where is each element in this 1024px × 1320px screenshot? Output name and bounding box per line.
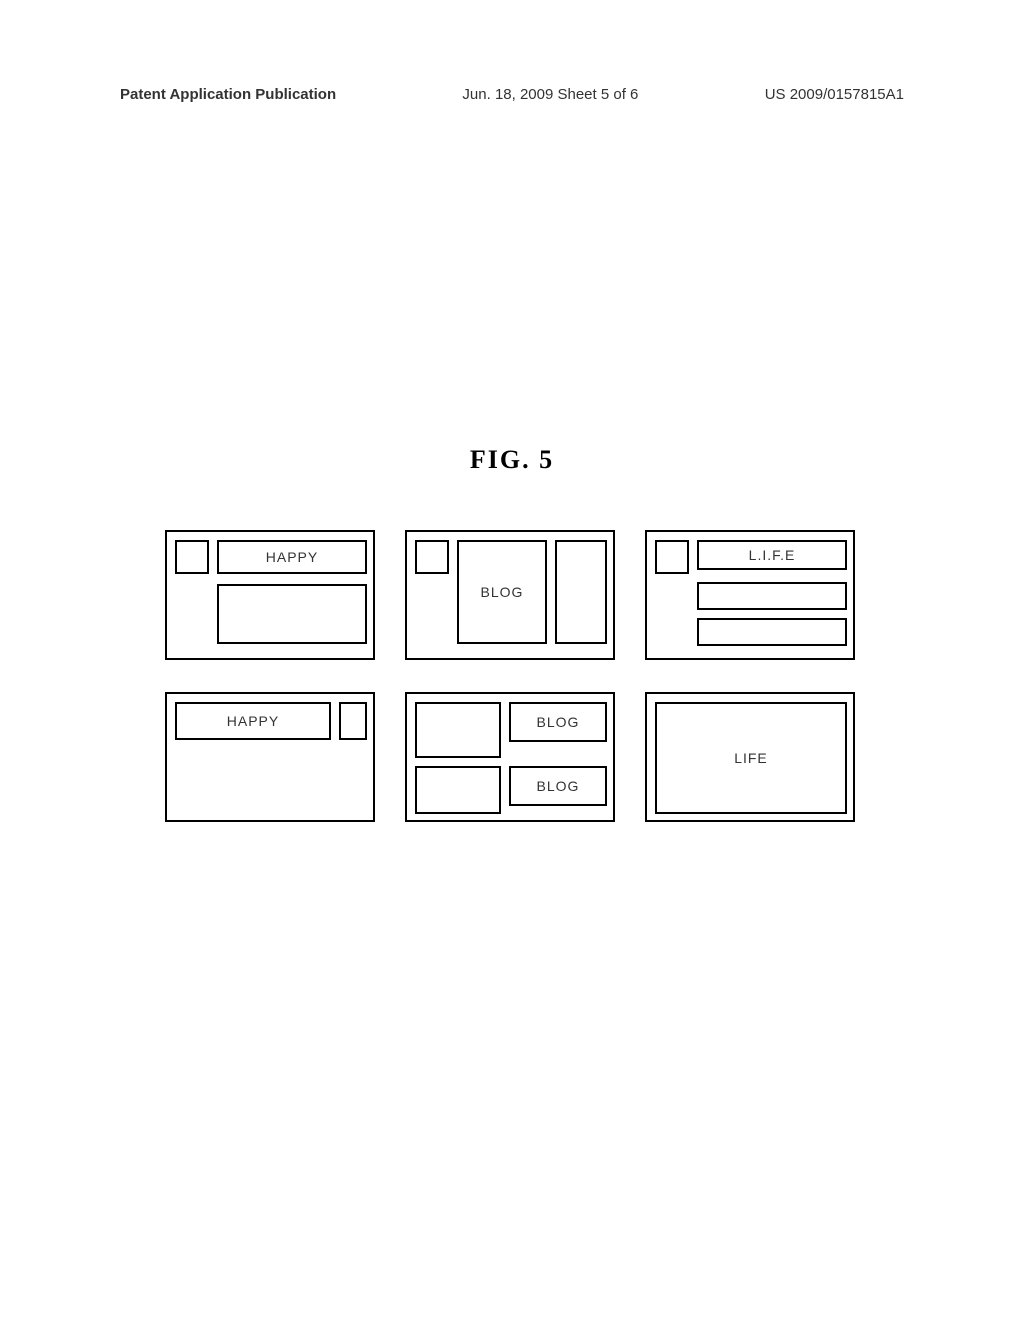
- panel-5-left-top: [415, 702, 501, 758]
- panel-1-small-box: [175, 540, 209, 574]
- panel-6-label-box: LIFE: [655, 702, 847, 814]
- row-2: HAPPY BLOG BLOG LIFE: [165, 692, 855, 822]
- panel-4-small-box: [339, 702, 367, 740]
- panel-2: BLOG: [405, 530, 615, 660]
- panel-5-label-1: BLOG: [509, 702, 607, 742]
- panel-1-content-box: [217, 584, 367, 644]
- header-right: US 2009/0157815A1: [765, 86, 904, 103]
- panel-5: BLOG BLOG: [405, 692, 615, 822]
- panel-2-label-box: BLOG: [457, 540, 547, 644]
- panel-2-side-box: [555, 540, 607, 644]
- panel-5-left-bottom: [415, 766, 501, 814]
- panel-4-label-box: HAPPY: [175, 702, 331, 740]
- panel-5-label-2: BLOG: [509, 766, 607, 806]
- panel-1: HAPPY: [165, 530, 375, 660]
- figure-title: FIG. 5: [0, 445, 1024, 475]
- page-header: Patent Application Publication Jun. 18, …: [120, 86, 904, 103]
- panel-2-small-box: [415, 540, 449, 574]
- panel-1-label-box: HAPPY: [217, 540, 367, 574]
- panel-4: HAPPY: [165, 692, 375, 822]
- row-1: HAPPY BLOG L.I.F.E: [165, 530, 855, 660]
- panel-3: L.I.F.E: [645, 530, 855, 660]
- header-left: Patent Application Publication: [120, 86, 336, 103]
- panel-3-small-box: [655, 540, 689, 574]
- panel-3-label-box: L.I.F.E: [697, 540, 847, 570]
- panel-3-row-2: [697, 618, 847, 646]
- figure-grid: HAPPY BLOG L.I.F.E HAPPY BLOG BLOG LIF: [165, 530, 855, 854]
- panel-3-row-1: [697, 582, 847, 610]
- header-center: Jun. 18, 2009 Sheet 5 of 6: [462, 86, 638, 103]
- panel-6: LIFE: [645, 692, 855, 822]
